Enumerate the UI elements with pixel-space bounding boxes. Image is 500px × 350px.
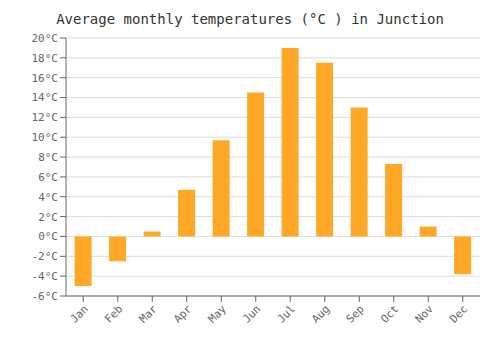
svg-text:20°C: 20°C [32,32,59,45]
svg-text:0°C: 0°C [38,230,58,243]
svg-text:Oct: Oct [378,302,401,325]
svg-text:4°C: 4°C [38,191,58,204]
svg-text:Sep: Sep [344,302,367,325]
svg-text:-6°C: -6°C [32,290,59,303]
svg-text:10°C: 10°C [32,131,59,144]
html-text:Average monthly temperatures (: Average monthly temperatures (°C ) in Ju… [56,11,444,27]
svg-text:Aug: Aug [309,302,332,325]
svg-text:6°C: 6°C [38,171,58,184]
svg-text:Jun: Jun [240,302,263,325]
svg-text:2°C: 2°C [38,211,58,224]
svg-text:14°C: 14°C [32,91,59,104]
svg-text:Dec: Dec [447,302,470,325]
svg-text:18°C: 18°C [32,52,59,65]
svg-text:Apr: Apr [171,302,195,326]
svg-text:May: May [206,302,230,326]
svg-text:Nov: Nov [413,302,437,326]
svg-text:8°C: 8°C [38,151,58,164]
svg-text:Jul: Jul [275,302,298,325]
svg-text:Jan: Jan [68,302,91,325]
svg-text:-2°C: -2°C [32,250,59,263]
svg-text:12°C: 12°C [32,111,59,124]
svg-text:-4°C: -4°C [32,270,59,283]
svg-text:Feb: Feb [102,302,125,325]
svg-text:Mar: Mar [137,302,161,326]
svg-text:16°C: 16°C [32,72,59,85]
